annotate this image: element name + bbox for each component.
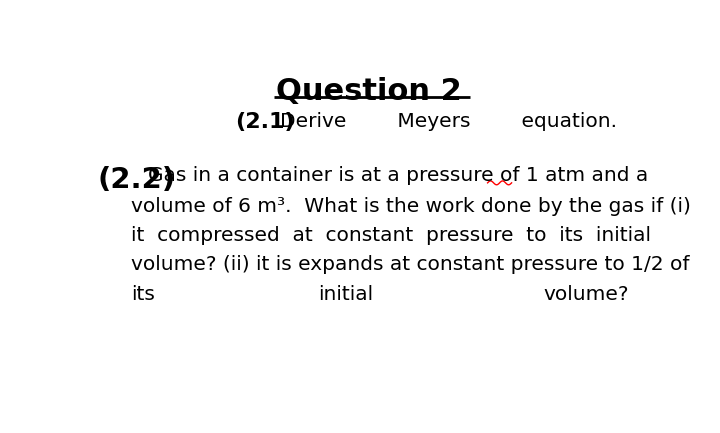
Text: Gas in a container is at a pressure of 1 atm and a: Gas in a container is at a pressure of 1… [148, 166, 649, 185]
Text: it  compressed  at  constant  pressure  to  its  initial: it compressed at constant pressure to it… [131, 226, 651, 245]
Text: (2.2): (2.2) [98, 166, 176, 194]
Text: volume?: volume? [543, 284, 629, 304]
Text: volume of 6 m³.  What is the work done by the gas if (i): volume of 6 m³. What is the work done by… [131, 197, 691, 216]
Text: Derive        Meyers        equation.: Derive Meyers equation. [280, 112, 617, 131]
Text: Question 2: Question 2 [276, 78, 462, 107]
Text: volume? (ii) it is expands at constant pressure to 1/2 of: volume? (ii) it is expands at constant p… [131, 255, 690, 274]
Text: its: its [131, 284, 155, 304]
Text: initial: initial [318, 284, 373, 304]
Text: (2.1): (2.1) [235, 112, 294, 132]
